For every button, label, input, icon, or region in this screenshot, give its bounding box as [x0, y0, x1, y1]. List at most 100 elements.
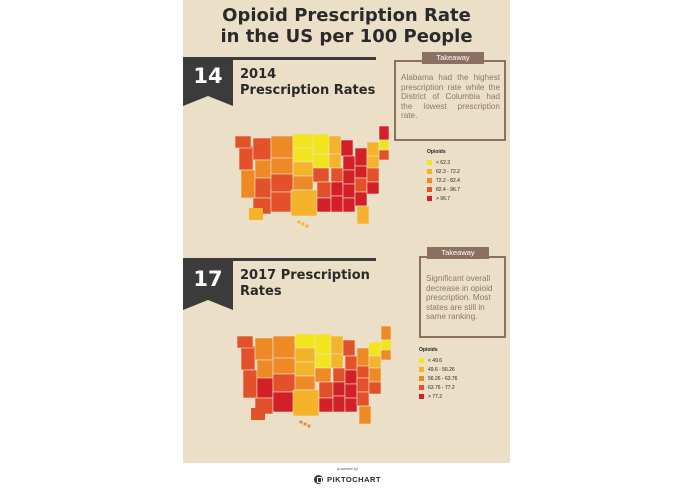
section-2-heading-line-1: 2017 Prescription	[240, 268, 370, 283]
state-region	[294, 361, 316, 377]
state-region	[342, 197, 356, 213]
state-region	[292, 175, 314, 191]
state-region	[356, 377, 370, 393]
section-2-legend: Opioids < 49.6 49.6 - 56.26 56.26 - 63.7…	[419, 347, 457, 401]
state-region	[380, 339, 392, 351]
state-region	[254, 177, 272, 199]
state-region	[344, 397, 358, 413]
section-1-takeaway-box: Alabama had the highest prescription rat…	[394, 60, 506, 141]
state-region	[378, 125, 390, 141]
state-region	[354, 165, 368, 179]
footer: powered by PIKTOCHART	[0, 466, 695, 489]
state-region	[328, 153, 342, 169]
section-2-heading-line-2: Rates	[240, 284, 282, 299]
state-region	[270, 191, 294, 213]
state-region	[272, 357, 296, 375]
hawaii-island	[303, 422, 307, 426]
legend-1-item: 82.4 - 96.7	[427, 185, 460, 194]
state-region	[292, 161, 314, 177]
hawaii-island	[299, 420, 303, 424]
section-1-heading: 2014 Prescription Rates	[240, 67, 375, 99]
legend-1-item: 72.2 - 82.4	[427, 176, 460, 185]
state-region	[314, 333, 332, 355]
state-region	[366, 155, 380, 169]
legend-2-item: 49.6 - 56.26	[419, 365, 457, 374]
state-region	[292, 133, 314, 149]
section-1-takeaway-tab: Takeaway	[422, 52, 484, 64]
section-1-heading-line-1: 2014	[240, 67, 277, 82]
us-map-2014	[234, 125, 390, 228]
state-region	[366, 181, 380, 195]
state-region	[294, 333, 316, 349]
state-region	[272, 335, 296, 359]
section-1-rule	[183, 57, 376, 60]
section-1-number-ribbon: 14	[183, 57, 233, 106]
state-region	[254, 159, 272, 179]
state-region	[272, 391, 296, 413]
section-2-takeaway-tab: Takeaway	[427, 247, 489, 259]
hawaii-island	[297, 220, 301, 224]
state-region	[354, 177, 368, 193]
state-region	[312, 133, 330, 155]
state-region	[294, 375, 316, 391]
section-1-legend: Opioids < 62.3 62.3 - 72.2 72.2 - 82.4 8…	[427, 149, 460, 203]
state-region	[342, 155, 356, 171]
state-region	[366, 167, 380, 183]
state-region	[256, 377, 274, 399]
hawaii-island	[307, 424, 311, 428]
state-region	[316, 197, 332, 213]
legend-1-item: < 62.3	[427, 158, 460, 167]
state-region	[332, 367, 346, 383]
legend-1-item: 62.3 - 72.2	[427, 167, 460, 176]
section-2-heading: 2017 Prescription Rates	[240, 268, 370, 300]
legend-1-item: > 96.7	[427, 194, 460, 203]
state-region	[242, 369, 258, 399]
section-2-takeaway-label: Takeaway	[441, 248, 475, 257]
state-region	[318, 397, 334, 413]
section-1-heading-line-2: Prescription Rates	[240, 83, 376, 98]
state-region	[354, 147, 368, 167]
state-region	[330, 167, 344, 183]
state-region	[312, 153, 330, 169]
state-region	[292, 147, 314, 163]
piktochart-link[interactable]: PIKTOCHART	[313, 475, 382, 484]
state-region	[356, 205, 370, 225]
state-region	[270, 157, 294, 175]
state-region	[330, 335, 344, 355]
legend-1-title: Opioids	[427, 149, 446, 155]
state-region	[378, 149, 390, 161]
section-2-number: 17	[193, 267, 223, 291]
section-1-takeaway-text: Alabama had the highest prescription rat…	[401, 73, 500, 120]
state-region	[234, 135, 252, 149]
state-region	[358, 405, 372, 425]
state-region	[312, 167, 330, 183]
piktochart-logo-icon	[313, 475, 323, 484]
state-region	[240, 169, 256, 199]
infographic-poster: Opioid Prescription Rate in the US per 1…	[183, 0, 510, 463]
brand-name: PIKTOCHART	[326, 475, 382, 484]
section-1-number: 14	[193, 64, 223, 88]
hawaii-island	[301, 222, 305, 226]
state-region	[318, 381, 334, 399]
state-region	[356, 365, 370, 379]
state-region	[356, 391, 370, 407]
section-1-takeaway-label: Takeaway	[436, 53, 470, 62]
state-region	[330, 195, 344, 213]
us-map-2017	[236, 325, 392, 428]
state-region	[330, 353, 344, 369]
legend-2-item: 56.26 - 63.76	[419, 374, 457, 383]
state-region	[254, 337, 274, 361]
state-region	[344, 369, 358, 385]
state-region	[294, 347, 316, 363]
state-region	[368, 341, 382, 357]
alaska-region	[249, 208, 263, 220]
page-title: Opioid Prescription Rate in the US per 1…	[183, 5, 510, 47]
state-region	[316, 181, 332, 199]
state-region	[270, 135, 294, 159]
state-region	[380, 349, 392, 361]
state-region	[330, 181, 344, 197]
state-region	[238, 145, 254, 171]
title-line-2: in the US per 100 People	[220, 26, 473, 47]
legend-2-title: Opioids	[419, 347, 438, 353]
hawaii-island	[305, 224, 309, 228]
